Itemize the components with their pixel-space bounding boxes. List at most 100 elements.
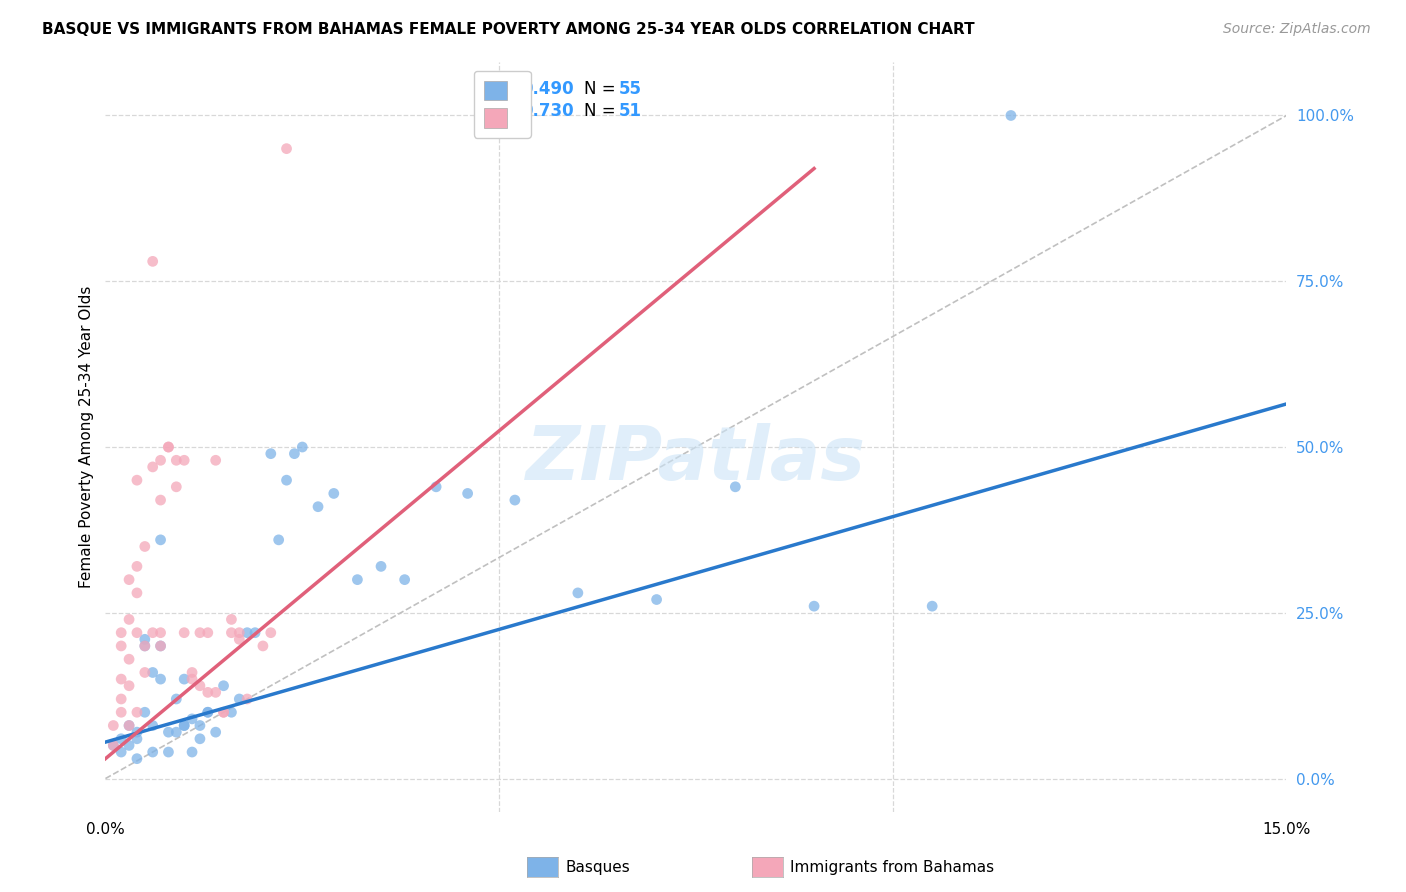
Point — [276, 473, 298, 487]
Point — [228, 632, 250, 647]
Point — [157, 440, 180, 454]
Point — [212, 705, 235, 719]
Text: 51: 51 — [619, 103, 643, 120]
Point — [181, 745, 204, 759]
Point — [134, 705, 156, 719]
Point — [149, 672, 172, 686]
Point — [110, 731, 132, 746]
Point — [110, 705, 132, 719]
Point — [457, 486, 479, 500]
Point — [118, 573, 141, 587]
Point — [181, 712, 204, 726]
Legend: , : , — [474, 70, 530, 137]
Point — [118, 652, 141, 666]
Point — [165, 453, 187, 467]
Point — [110, 639, 132, 653]
Point — [142, 718, 165, 732]
Point — [188, 625, 211, 640]
Point — [134, 639, 156, 653]
Point — [110, 745, 132, 759]
Text: 0.730: 0.730 — [522, 103, 574, 120]
Point — [346, 573, 368, 587]
Point — [103, 739, 125, 753]
Point — [181, 665, 204, 680]
Point — [149, 639, 172, 653]
Point — [125, 725, 148, 739]
Point — [125, 473, 148, 487]
Text: R =: R = — [485, 79, 522, 97]
Point — [142, 459, 165, 474]
Point — [291, 440, 314, 454]
Text: BASQUE VS IMMIGRANTS FROM BAHAMAS FEMALE POVERTY AMONG 25-34 YEAR OLDS CORRELATI: BASQUE VS IMMIGRANTS FROM BAHAMAS FEMALE… — [42, 22, 974, 37]
Point — [125, 625, 148, 640]
Point — [188, 731, 211, 746]
Point — [724, 480, 747, 494]
Point — [157, 440, 180, 454]
Point — [221, 612, 243, 626]
Point — [173, 672, 195, 686]
Point — [149, 533, 172, 547]
Point — [260, 447, 283, 461]
Point — [149, 493, 172, 508]
Point — [173, 625, 195, 640]
Point — [188, 679, 211, 693]
Point — [197, 705, 219, 719]
Point — [276, 142, 298, 156]
Point — [103, 739, 125, 753]
Point — [307, 500, 329, 514]
Point — [173, 718, 195, 732]
Point — [173, 718, 195, 732]
Point — [212, 679, 235, 693]
Point — [212, 705, 235, 719]
Text: ZIPatlas: ZIPatlas — [526, 423, 866, 496]
Point — [236, 625, 259, 640]
Text: 0.490: 0.490 — [522, 79, 574, 97]
Point — [118, 718, 141, 732]
Point — [118, 679, 141, 693]
Point — [142, 625, 165, 640]
Point — [118, 718, 141, 732]
Point — [260, 625, 283, 640]
Point — [567, 586, 589, 600]
Point — [165, 692, 187, 706]
Point — [803, 599, 825, 614]
Point — [110, 672, 132, 686]
Point — [322, 486, 344, 500]
Point — [252, 639, 274, 653]
Text: Basques: Basques — [565, 860, 630, 874]
Point — [188, 718, 211, 732]
Point — [394, 573, 416, 587]
Text: Immigrants from Bahamas: Immigrants from Bahamas — [790, 860, 994, 874]
Point — [142, 745, 165, 759]
Point — [370, 559, 392, 574]
Point — [149, 639, 172, 653]
Point — [103, 718, 125, 732]
Point — [228, 625, 250, 640]
Point — [110, 692, 132, 706]
Text: 15.0%: 15.0% — [1263, 822, 1310, 837]
Text: 55: 55 — [619, 79, 643, 97]
Text: Source: ZipAtlas.com: Source: ZipAtlas.com — [1223, 22, 1371, 37]
Point — [125, 705, 148, 719]
Point — [204, 685, 226, 699]
Point — [110, 625, 132, 640]
Point — [165, 725, 187, 739]
Point — [157, 725, 180, 739]
Y-axis label: Female Poverty Among 25-34 Year Olds: Female Poverty Among 25-34 Year Olds — [79, 286, 94, 588]
Point — [157, 745, 180, 759]
Point — [197, 685, 219, 699]
Point — [1000, 108, 1022, 122]
Point — [503, 493, 526, 508]
Point — [118, 612, 141, 626]
Point — [921, 599, 943, 614]
Point — [134, 639, 156, 653]
Text: 0.0%: 0.0% — [86, 822, 125, 837]
Point — [125, 731, 148, 746]
Point — [204, 725, 226, 739]
Point — [173, 453, 195, 467]
Point — [125, 752, 148, 766]
Point — [165, 480, 187, 494]
Point — [204, 453, 226, 467]
Point — [134, 540, 156, 554]
Point — [645, 592, 668, 607]
